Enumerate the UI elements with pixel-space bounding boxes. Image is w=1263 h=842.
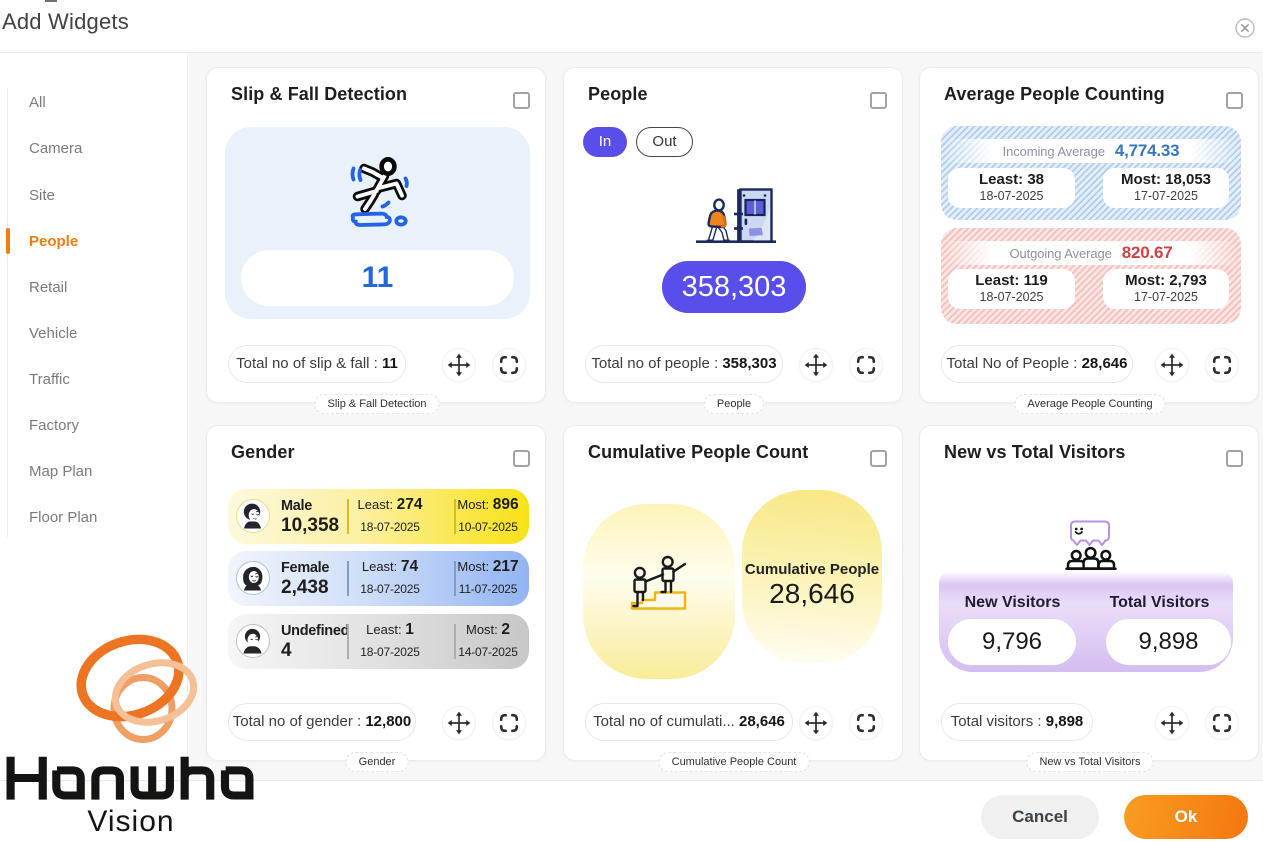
svg-text:Vision: Vision bbox=[87, 805, 174, 838]
